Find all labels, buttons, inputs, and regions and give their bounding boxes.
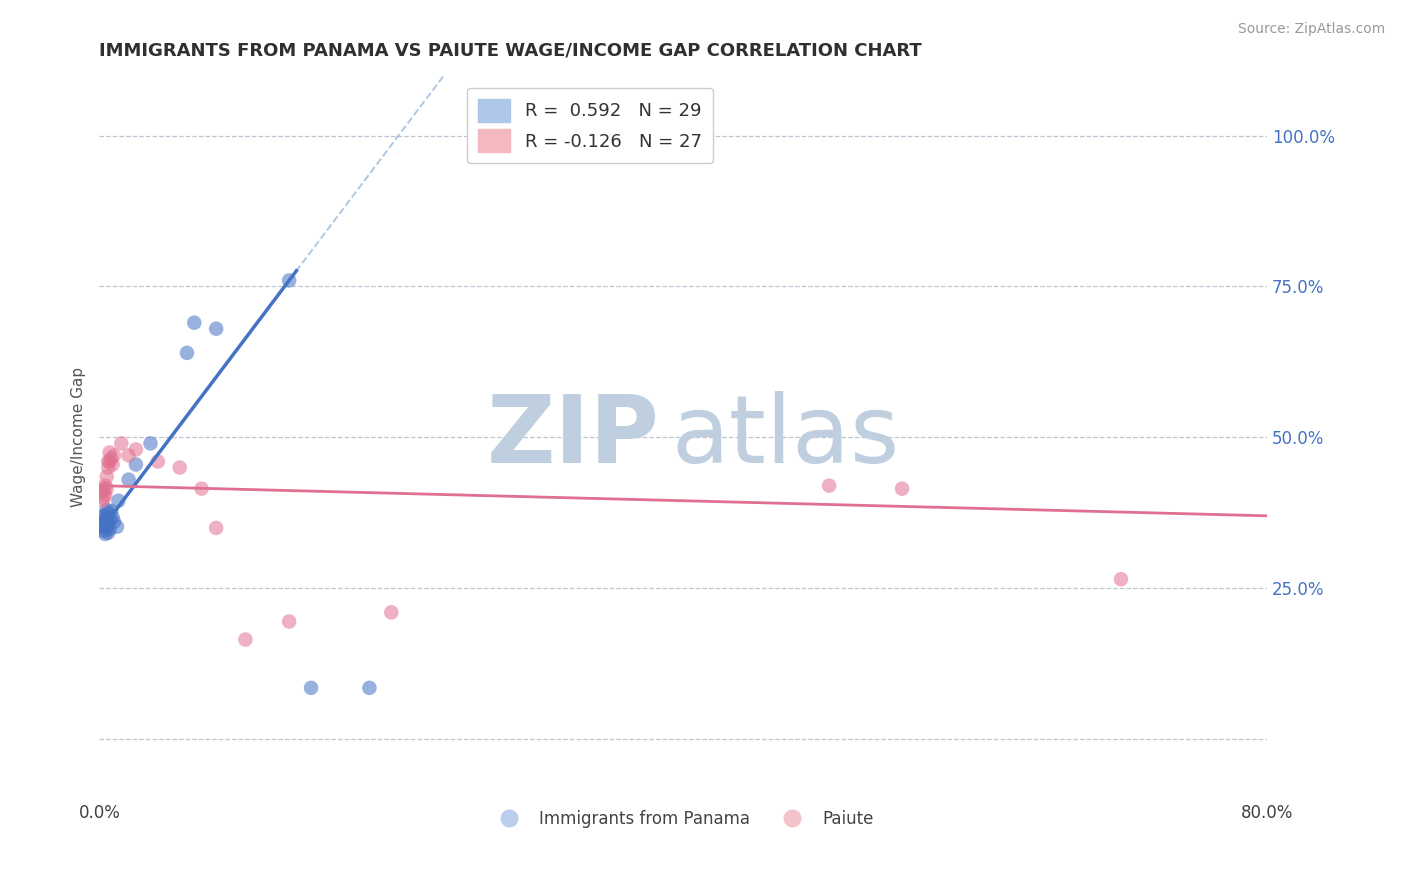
Point <box>1109 572 1132 586</box>
Point <box>91 508 114 523</box>
Y-axis label: Wage/Income Gap: Wage/Income Gap <box>72 368 86 508</box>
Point <box>94 527 117 541</box>
Point <box>96 469 118 483</box>
Legend: Immigrants from Panama, Paiute: Immigrants from Panama, Paiute <box>486 804 880 835</box>
Point <box>190 482 212 496</box>
Point <box>98 454 121 468</box>
Point <box>110 436 132 450</box>
Point <box>125 458 148 472</box>
Point <box>359 681 381 695</box>
Point <box>101 510 124 524</box>
Point <box>96 482 118 496</box>
Point <box>105 519 128 533</box>
Point <box>94 508 117 523</box>
Point <box>169 460 191 475</box>
Point <box>100 451 122 466</box>
Point <box>139 436 162 450</box>
Point <box>93 491 115 505</box>
Point <box>98 445 121 459</box>
Point <box>97 454 120 468</box>
Point <box>96 503 118 517</box>
Point <box>891 482 914 496</box>
Text: atlas: atlas <box>672 392 900 483</box>
Point <box>107 493 129 508</box>
Point <box>205 521 228 535</box>
Point <box>176 346 198 360</box>
Point <box>818 478 841 492</box>
Point <box>103 515 125 529</box>
Point <box>278 273 301 287</box>
Point <box>103 449 125 463</box>
Point <box>98 512 121 526</box>
Point <box>100 504 122 518</box>
Point <box>91 484 114 499</box>
Point <box>146 454 169 468</box>
Point <box>117 449 139 463</box>
Point <box>96 512 118 526</box>
Point <box>125 442 148 457</box>
Point <box>278 615 301 629</box>
Point <box>97 516 120 530</box>
Point <box>101 458 124 472</box>
Point <box>94 517 117 532</box>
Point <box>205 322 228 336</box>
Point <box>93 515 115 529</box>
Point <box>97 525 120 540</box>
Text: Source: ZipAtlas.com: Source: ZipAtlas.com <box>1237 22 1385 37</box>
Text: IMMIGRANTS FROM PANAMA VS PAIUTE WAGE/INCOME GAP CORRELATION CHART: IMMIGRANTS FROM PANAMA VS PAIUTE WAGE/IN… <box>100 42 922 60</box>
Point <box>183 316 205 330</box>
Point <box>97 506 120 520</box>
Point <box>91 493 114 508</box>
Point <box>93 482 115 496</box>
Point <box>235 632 257 647</box>
Point <box>94 488 117 502</box>
Point <box>98 522 121 536</box>
Point <box>96 521 118 535</box>
Point <box>117 473 139 487</box>
Point <box>94 478 117 492</box>
Point <box>97 460 120 475</box>
Text: ZIP: ZIP <box>486 392 659 483</box>
Point <box>380 606 402 620</box>
Point <box>91 517 114 532</box>
Point <box>93 524 115 538</box>
Point <box>299 681 322 695</box>
